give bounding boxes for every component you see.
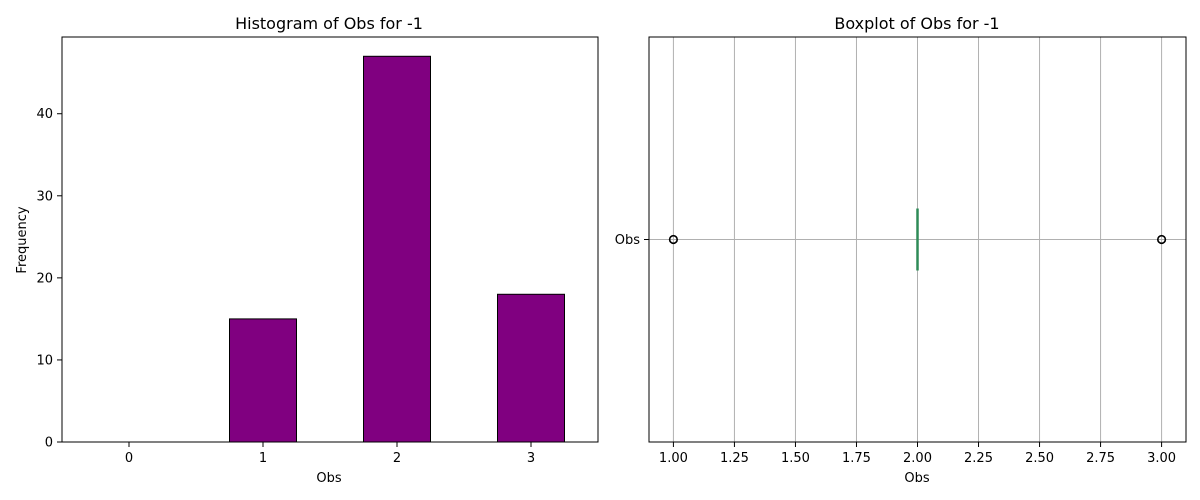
boxplot-axes-frame — [648, 36, 1187, 443]
boxplot-x-tick-label: 2.75 — [1086, 451, 1115, 466]
histogram-bar — [497, 293, 565, 443]
boxplot-x-tick-label: 2.25 — [964, 451, 993, 466]
boxplot-x-tick-label: 1.50 — [781, 451, 810, 466]
boxplot-outlier-point — [1156, 234, 1167, 245]
boxplot-x-tick-label: 3.00 — [1147, 451, 1176, 466]
histogram-x-tick-label: 0 — [125, 451, 133, 466]
histogram-y-tick-label: 30 — [36, 189, 53, 204]
histogram-x-axis-label: Obs — [316, 471, 341, 486]
histogram-y-tick-label: 10 — [36, 353, 53, 368]
histogram-bar — [363, 55, 431, 443]
boxplot-x-tick-label: 1.00 — [659, 451, 688, 466]
histogram-x-tick-label: 3 — [527, 451, 535, 466]
boxplot-x-tick-label: 1.25 — [720, 451, 749, 466]
histogram-y-tick-label: 0 — [45, 436, 53, 451]
boxplot-x-tick-label: 2.50 — [1025, 451, 1054, 466]
boxplot-x-axis-label: Obs — [904, 471, 929, 486]
histogram-x-tick-label: 1 — [259, 451, 267, 466]
histogram-axes-frame — [61, 36, 599, 443]
histogram-x-tick-label: 2 — [393, 451, 401, 466]
boxplot-title: Boxplot of Obs for -1 — [834, 14, 999, 33]
histogram-y-tick-label: 40 — [36, 107, 53, 122]
boxplot-category-label: Obs — [615, 233, 640, 248]
histogram-y-axis-label: Frequency — [15, 206, 30, 273]
boxplot-panel: Boxplot of Obs for -1 1.00 1.25 1.50 1.75 2.… — [615, 14, 1187, 486]
boxplot-x-tick-label: 2.00 — [903, 451, 932, 466]
histogram-y-tick-label: 20 — [36, 271, 53, 286]
boxplot-plot-area: 1.00 1.25 1.50 1.75 2.00 2.25 2.50 2.75 3.00 Obs — [615, 36, 1187, 466]
histogram-bar — [229, 318, 297, 443]
boxplot-outlier-point — [668, 234, 679, 245]
boxplot-x-tick-label: 1.75 — [842, 451, 871, 466]
histogram-title: Histogram of Obs for -1 — [235, 14, 423, 33]
